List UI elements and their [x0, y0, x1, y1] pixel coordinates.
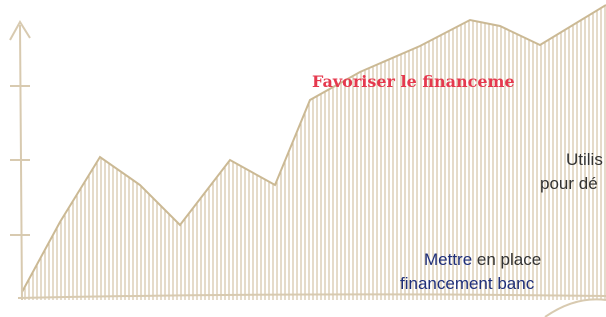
- text-line: Mettre en place: [424, 250, 541, 270]
- text-line: pour dé: [540, 174, 598, 194]
- page: Favoriser le financeme Utilis pour dé Me…: [0, 0, 606, 317]
- illustration-panel: Favoriser le financeme Utilis pour dé Me…: [0, 0, 606, 317]
- text-line: Utilis: [566, 150, 603, 170]
- emphasis: Mettre: [424, 250, 472, 269]
- bottom-curve: [545, 299, 606, 317]
- text: en place: [477, 250, 541, 269]
- heading: Favoriser le financeme: [312, 72, 515, 91]
- text-line: financement banc: [400, 274, 534, 294]
